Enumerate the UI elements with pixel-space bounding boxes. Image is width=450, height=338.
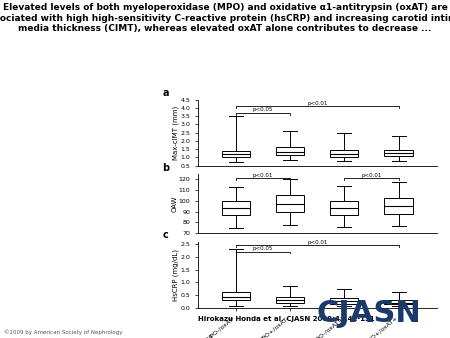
PathPatch shape [384,198,413,214]
Text: p<0.01: p<0.01 [307,240,328,245]
Text: p<0.01: p<0.01 [361,173,382,178]
PathPatch shape [330,150,359,156]
PathPatch shape [384,300,413,304]
PathPatch shape [276,147,304,155]
PathPatch shape [222,151,250,158]
Y-axis label: HsCRP (mg/dL): HsCRP (mg/dL) [173,249,179,300]
Text: p<0.01: p<0.01 [307,101,328,106]
Text: Hirokazu Honda et al. CJASN 2009;4:142-151: Hirokazu Honda et al. CJASN 2009;4:142-1… [198,316,374,322]
Text: CJASN: CJASN [317,299,421,328]
Text: p<0.05: p<0.05 [253,246,273,251]
PathPatch shape [330,298,359,304]
Text: p<0.05: p<0.05 [253,107,273,112]
Text: c: c [162,231,168,240]
Text: ©2009 by American Society of Nephrology: ©2009 by American Society of Nephrology [4,329,123,335]
Text: p<0.01: p<0.01 [253,173,273,178]
PathPatch shape [276,297,304,303]
Text: a: a [162,89,169,98]
PathPatch shape [276,194,304,212]
Text: Elevated levels of both myeloperoxidase (MPO) and oxidative α1-antitrypsin (oxAT: Elevated levels of both myeloperoxidase … [0,3,450,33]
Y-axis label: OAW: OAW [171,195,177,212]
PathPatch shape [384,150,413,156]
PathPatch shape [222,292,250,300]
Y-axis label: Max-cIMT (mm): Max-cIMT (mm) [173,105,179,160]
Text: b: b [162,163,169,173]
PathPatch shape [222,201,250,215]
PathPatch shape [330,201,359,215]
